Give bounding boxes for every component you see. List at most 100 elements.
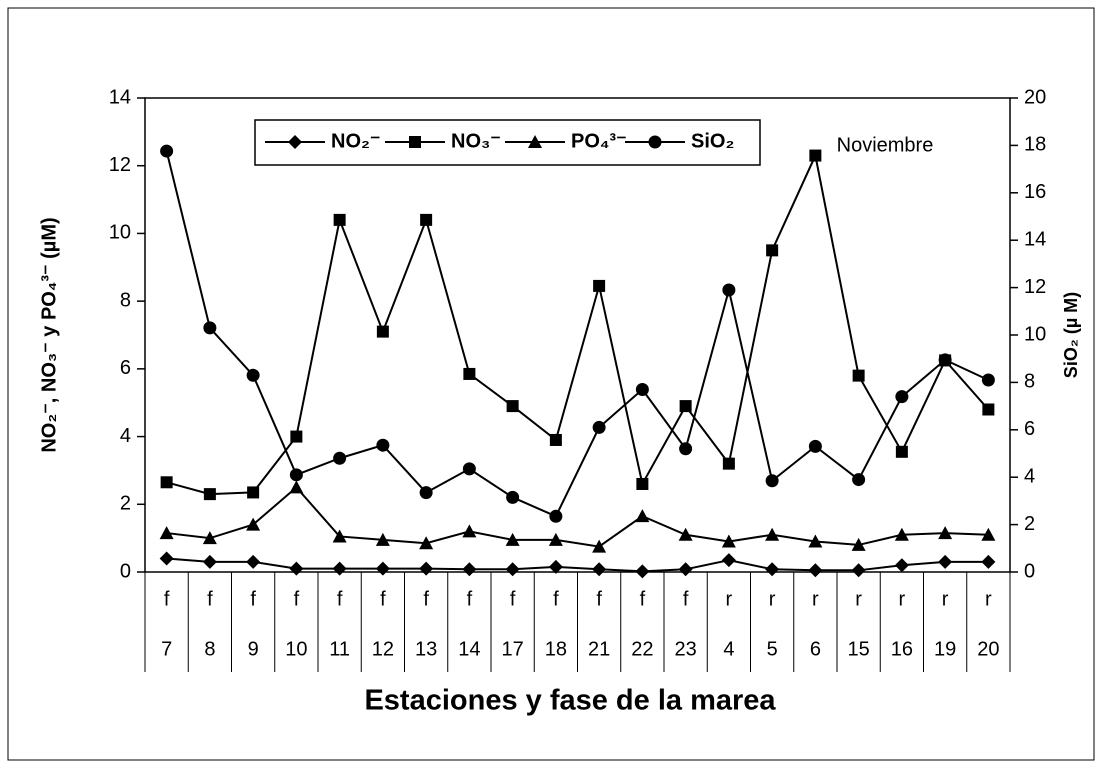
y2-tick-label: 2 — [1024, 513, 1035, 535]
x-tick-label: 6 — [810, 638, 821, 660]
data-point — [333, 451, 347, 465]
x-tick-label: r — [855, 588, 862, 610]
x-tick-label: f — [380, 588, 386, 610]
y2-tick-label: 0 — [1024, 560, 1035, 582]
data-point — [202, 531, 217, 545]
x-tick-label: 10 — [285, 638, 307, 660]
y2-tick-label: 14 — [1024, 228, 1046, 250]
y2-tick-label: 10 — [1024, 323, 1046, 345]
x-tick-label: 20 — [977, 638, 999, 660]
x-tick-label: 22 — [631, 638, 653, 660]
data-point — [894, 558, 909, 573]
data-point — [246, 517, 261, 531]
data-point — [505, 562, 520, 577]
data-point — [203, 321, 217, 335]
x-tick-label: 17 — [502, 638, 524, 660]
data-point — [462, 462, 476, 476]
y2-tick-label: 6 — [1024, 418, 1035, 440]
data-point — [721, 553, 736, 568]
data-point — [463, 367, 476, 380]
data-point — [636, 477, 649, 490]
data-point — [376, 438, 390, 452]
x-tick-label: 8 — [204, 638, 215, 660]
x-tick-label: 14 — [458, 638, 480, 660]
data-point — [808, 534, 823, 548]
data-point — [548, 559, 563, 574]
y2-tick-label: 4 — [1024, 465, 1035, 487]
y-tick-label: 6 — [120, 357, 131, 379]
x-tick-label: 18 — [545, 638, 567, 660]
x-tick-label: 7 — [161, 638, 172, 660]
y-tick-label: 14 — [109, 86, 131, 108]
data-point — [375, 561, 390, 576]
x-tick-label: f — [337, 588, 343, 610]
data-point — [851, 537, 866, 551]
data-point — [722, 457, 735, 470]
x-tick-label: f — [423, 588, 429, 610]
data-point — [333, 213, 346, 226]
legend-marker — [648, 135, 662, 149]
data-point — [159, 551, 174, 566]
data-point — [420, 213, 433, 226]
data-point — [506, 400, 519, 413]
y2-tick-label: 8 — [1024, 371, 1035, 393]
data-point — [592, 420, 606, 434]
data-point — [419, 561, 434, 576]
y2-tick-label: 20 — [1024, 86, 1046, 108]
x-tick-label: 13 — [415, 638, 437, 660]
data-point — [160, 476, 173, 489]
x-tick-label: f — [640, 588, 646, 610]
data-point — [765, 527, 780, 541]
series-line — [166, 485, 989, 548]
data-point — [851, 563, 866, 578]
legend-marker — [409, 136, 421, 148]
data-point — [679, 400, 692, 413]
legend-marker — [288, 135, 302, 149]
data-point — [332, 561, 347, 576]
x-tick-label: f — [553, 588, 559, 610]
data-point — [290, 430, 303, 443]
legend-label: PO₄³⁻ — [571, 130, 627, 152]
data-point — [505, 532, 520, 546]
data-point — [981, 373, 995, 387]
series-line — [166, 557, 989, 573]
x-tick-label: r — [812, 588, 819, 610]
data-point — [894, 527, 909, 541]
plot-area — [144, 97, 1011, 573]
data-point — [678, 562, 693, 577]
data-point — [506, 490, 520, 504]
x-tick-label: f — [467, 588, 473, 610]
data-point — [202, 554, 217, 569]
y-tick-label: 12 — [109, 154, 131, 176]
series-line — [166, 152, 990, 496]
data-point — [722, 283, 736, 297]
data-point — [376, 325, 389, 338]
x-tick-label: r — [769, 588, 776, 610]
y2-tick-label: 18 — [1024, 134, 1046, 156]
x-axis-label: Estaciones y fase de la marea — [364, 685, 776, 717]
data-point — [247, 486, 260, 499]
data-point — [246, 554, 261, 569]
data-point — [938, 353, 952, 367]
y-tick-label: 10 — [109, 222, 131, 244]
data-point — [808, 439, 822, 453]
x-tick-label: 21 — [588, 638, 610, 660]
legend-marker — [528, 135, 542, 148]
data-point — [721, 534, 736, 548]
data-point — [462, 524, 477, 538]
y-tick-label: 4 — [120, 425, 131, 447]
data-point — [981, 554, 996, 569]
annotation: Noviembre — [837, 134, 934, 156]
data-point — [159, 526, 174, 540]
data-point — [938, 526, 953, 540]
data-point — [635, 509, 650, 523]
data-point — [938, 554, 953, 569]
x-tick-label: 23 — [675, 638, 697, 660]
y-tick-label: 8 — [120, 289, 131, 311]
x-tick-label: 19 — [934, 638, 956, 660]
data-point — [419, 536, 434, 550]
data-point — [635, 564, 650, 579]
data-point — [375, 532, 390, 546]
data-point — [809, 149, 822, 162]
